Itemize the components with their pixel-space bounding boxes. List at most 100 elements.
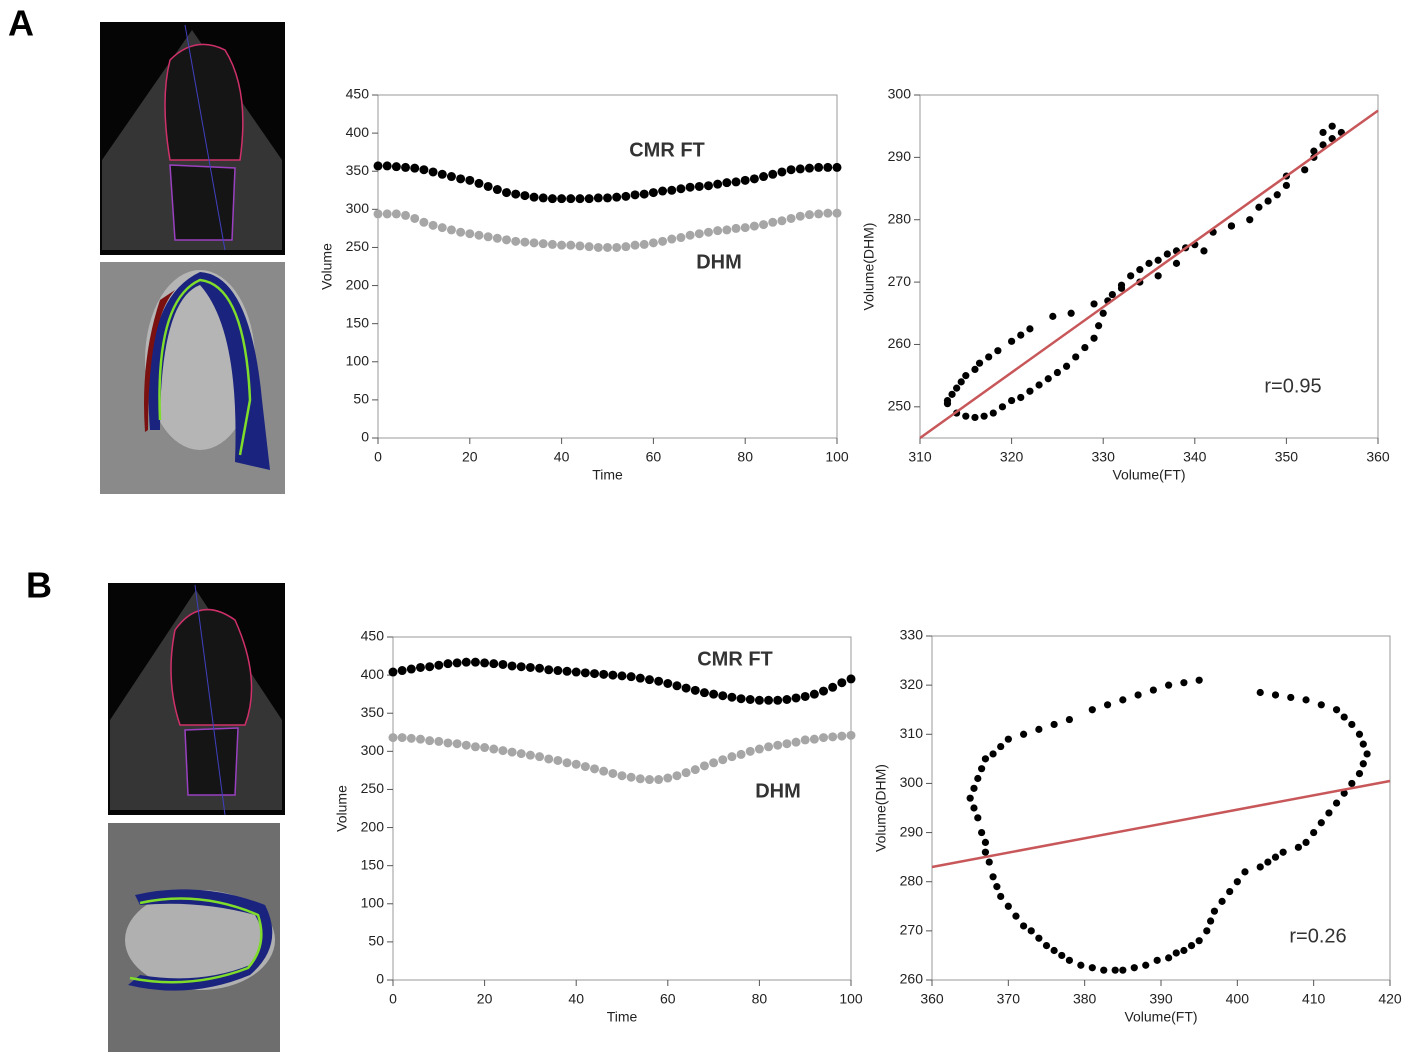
data-point [465,176,474,185]
data-point [1035,726,1042,733]
data-point [572,760,581,769]
data-point [1318,819,1325,826]
y-tick-label: 290 [888,148,912,164]
x-tick-label: 60 [660,991,676,1007]
data-point [508,748,517,757]
data-point [948,391,955,398]
data-point [691,765,700,774]
data-point [1095,322,1102,329]
data-point [398,666,407,675]
data-point [755,745,764,754]
data-point [612,243,621,252]
data-point [1302,839,1309,846]
y-tick-label: 260 [888,335,912,351]
y-tick-label: 320 [900,676,924,692]
x-axis-label: Time [607,1009,638,1025]
data-point [416,663,425,672]
y-tick-label: 150 [361,856,385,872]
x-tick-label: 370 [997,991,1021,1007]
data-point [517,662,526,671]
data-point [814,163,823,172]
data-point [563,758,572,767]
y-tick-label: 300 [346,200,370,216]
data-point [1348,721,1355,728]
data-point [981,413,988,420]
data-point [471,658,480,667]
data-point [498,660,507,669]
data-point [986,858,993,865]
data-point [429,167,438,176]
data-point [447,172,456,181]
data-point [1329,123,1336,130]
data-point [718,755,727,764]
data-point [958,378,965,385]
data-point [1333,799,1340,806]
data-point [676,184,685,193]
data-point [544,754,553,763]
x-tick-label: 40 [568,991,584,1007]
data-point [447,225,456,234]
data-point [480,743,489,752]
y-tick-label: 400 [346,124,370,140]
data-point [814,209,823,218]
y-tick-label: 250 [361,780,385,796]
data-point [704,228,713,237]
data-point [792,693,801,702]
data-point [1119,696,1126,703]
data-point [1360,760,1367,767]
data-point [535,664,544,673]
plot-frame [393,637,851,980]
data-point [658,187,667,196]
data-point [1155,257,1162,264]
data-point [480,658,489,667]
data-point [654,677,663,686]
data-point [575,194,584,203]
data-point [1218,898,1225,905]
data-point [658,237,667,246]
x-tick-label: 310 [908,449,932,465]
y-tick-label: 350 [361,704,385,720]
panel-label: A [8,3,34,44]
data-point [618,671,627,680]
data-point [585,242,594,251]
data-point [1165,682,1172,689]
data-point [649,238,658,247]
data-point [1017,332,1024,339]
data-point [994,347,1001,354]
data-point [823,209,832,218]
data-point [782,739,791,748]
data-point [1196,937,1203,944]
data-point [796,164,805,173]
data-point [709,690,718,699]
data-point [682,684,691,693]
data-point [508,661,517,670]
data-point [511,190,520,199]
x-tick-label: 100 [839,991,863,1007]
data-point [1142,962,1149,969]
data-point [383,161,392,170]
data-point [1180,947,1187,954]
data-point [974,814,981,821]
data-point [1026,325,1033,332]
x-axis-label: Time [592,467,623,483]
data-point [1325,809,1332,816]
data-point [557,194,566,203]
data-point [691,686,700,695]
echo-image [100,22,285,255]
data-point [401,163,410,172]
y-tick-label: 400 [361,666,385,682]
data-point [1100,310,1107,317]
data-point [805,210,814,219]
data-point [1119,967,1126,974]
data-point [962,413,969,420]
data-point [465,229,474,238]
data-point [982,755,989,762]
figure: A B 020406080100050100150200250300350400… [0,0,1419,1055]
data-point [1135,691,1142,698]
data-point [1154,957,1161,964]
data-point [526,751,535,760]
data-point [985,353,992,360]
data-point [970,804,977,811]
data-point [636,674,645,683]
data-point [530,238,539,247]
